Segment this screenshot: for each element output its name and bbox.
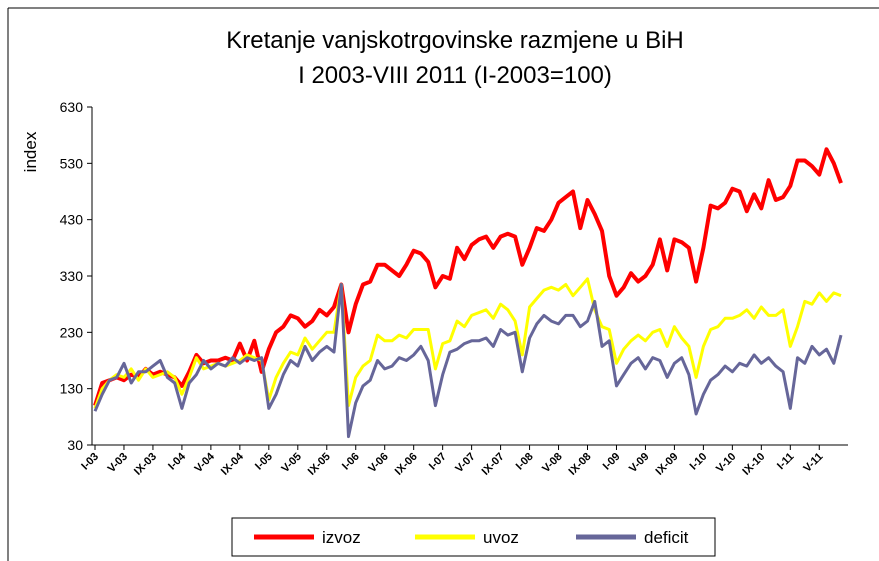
x-tick-label: V-07 — [453, 451, 477, 475]
chart-subtitle: I 2003-VIII 2011 (I-2003=100) — [298, 62, 612, 89]
series-line — [93, 283, 843, 439]
x-tick-label: I-05 — [253, 451, 275, 473]
x-tick-label: I-09 — [601, 451, 623, 473]
x-tick-label: V-11 — [801, 451, 825, 475]
y-tick-label: 530 — [60, 155, 84, 171]
x-tick-label: V-08 — [540, 451, 564, 475]
x-tick-label: IX-07 — [480, 451, 507, 478]
x-tick-label: I-04 — [166, 450, 189, 473]
x-tick-label: I-10 — [688, 451, 710, 473]
legend-label: deficit — [644, 528, 689, 547]
x-tick-label: IX-10 — [740, 451, 767, 478]
x-tick-label: IX-09 — [653, 451, 680, 478]
x-tick-label: I-11 — [775, 451, 796, 472]
y-tick-label: 30 — [67, 437, 83, 453]
y-tick-label: 330 — [60, 268, 84, 284]
x-tick-label: V-10 — [714, 451, 738, 475]
legend-label: uvoz — [483, 528, 519, 547]
x-tick-label: V-09 — [627, 451, 651, 475]
x-tick-label: I-06 — [340, 451, 362, 473]
x-tick-label: V-03 — [106, 451, 130, 475]
x-tick-label: I-07 — [427, 451, 449, 473]
x-tick-label: IX-03 — [132, 451, 159, 478]
y-tick-label: 130 — [60, 381, 84, 397]
x-tick-label: V-06 — [366, 451, 390, 475]
y-tick-label: 630 — [60, 99, 84, 115]
x-tick-label: IX-04 — [219, 450, 247, 478]
x-tick-label: IX-06 — [393, 451, 420, 478]
x-tick-label: I-08 — [514, 451, 536, 473]
chart-title: Kretanje vanjskotrgovinske razmjene u Bi… — [226, 27, 684, 54]
x-tick-label: V-04 — [193, 450, 218, 475]
x-tick-label: IX-08 — [567, 451, 594, 478]
x-tick-label: I-03 — [79, 451, 101, 473]
series-line — [93, 147, 843, 407]
x-tick-label: IX-05 — [306, 451, 333, 478]
y-tick-label: 430 — [60, 212, 84, 228]
y-tick-label: 230 — [60, 324, 84, 340]
legend-label: izvoz — [322, 528, 361, 547]
y-axis-label: index — [21, 131, 40, 172]
x-tick-label: V-05 — [279, 451, 303, 475]
